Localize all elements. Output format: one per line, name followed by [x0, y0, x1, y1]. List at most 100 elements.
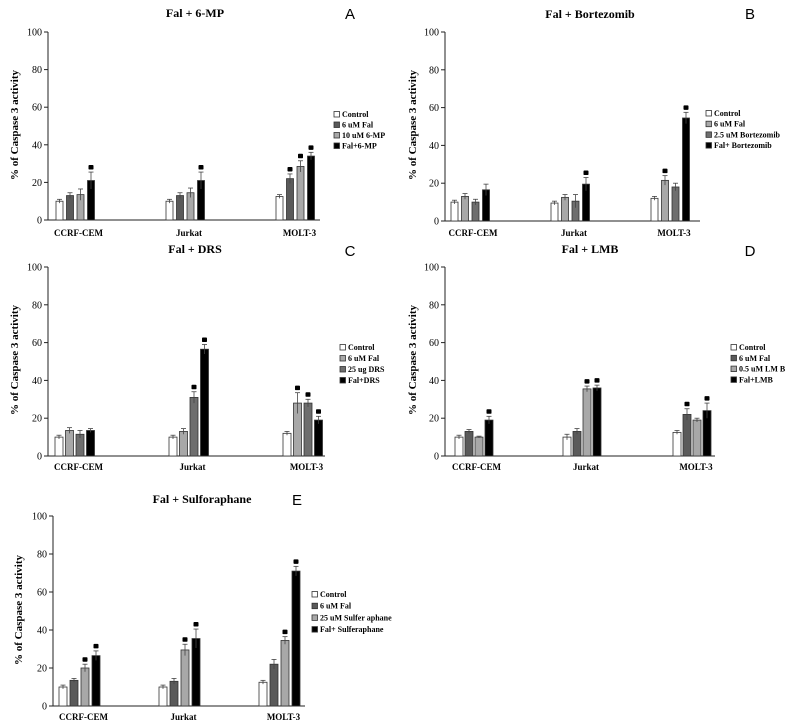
legend-entry: 6 uM Fal: [348, 354, 380, 363]
bar-jurkat-s0: [165, 200, 174, 221]
category-label: Jurkat: [176, 228, 202, 238]
bar-molt-3-s1: [661, 179, 669, 222]
significance-marker: [295, 385, 300, 391]
significance-marker: [198, 165, 204, 170]
legend-entry: Fal+6-MP: [342, 142, 377, 151]
legend-swatch: [339, 377, 346, 384]
y-tick-label: 80: [37, 550, 47, 561]
y-tick-label: 40: [429, 376, 439, 387]
bar-ccrf-cem-s0: [450, 201, 459, 222]
legend-entry: Control: [714, 109, 741, 118]
legend-swatch: [705, 110, 712, 117]
legend-swatch: [705, 142, 712, 149]
legend-swatch: [339, 366, 346, 373]
bar-jurkat-s3: [191, 638, 201, 707]
significance-marker: [583, 170, 589, 176]
bar-ccrf-cem-s1: [69, 679, 79, 707]
legend-entry: 2.5 uM Bortezomib: [714, 130, 781, 139]
y-tick-label: 40: [32, 140, 42, 151]
bar-molt-3-s0: [282, 432, 292, 457]
significance-marker: [82, 657, 88, 662]
y-tick-label: 80: [429, 65, 439, 76]
panel-letter: A: [345, 6, 355, 23]
bar-molt-3-s0: [650, 197, 659, 222]
bar-jurkat-s1: [176, 195, 184, 221]
chart-title: Fal + 6-MP: [166, 6, 224, 20]
significance-marker: [93, 643, 99, 649]
bar-ccrf-cem-s1: [464, 431, 474, 457]
y-tick-label: 40: [429, 141, 439, 152]
bar-jurkat-s2: [180, 649, 190, 707]
bar-jurkat-s3: [200, 348, 209, 457]
significance-marker: [594, 378, 600, 383]
y-tick-label: 20: [429, 414, 439, 425]
bar-jurkat-s0: [550, 202, 559, 222]
significance-marker: [704, 396, 710, 401]
category-label: Jurkat: [179, 462, 205, 472]
y-tick-label: 100: [27, 263, 42, 274]
y-tick-label: 60: [32, 338, 42, 349]
y-tick-label: 0: [434, 217, 439, 228]
bar-ccrf-cem-s0: [58, 686, 68, 707]
y-tick-label: 80: [429, 300, 439, 311]
significance-marker: [191, 384, 197, 390]
category-label: CCRF-CEM: [54, 228, 103, 238]
bar-ccrf-cem-s0: [55, 200, 64, 221]
category-label: Jurkat: [561, 228, 587, 238]
legend-swatch: [311, 591, 318, 598]
category-label: Jurkat: [170, 712, 196, 722]
y-tick-label: 0: [434, 452, 439, 463]
bar-ccrf-cem-s0: [454, 436, 464, 457]
y-tick-label: 0: [37, 216, 42, 227]
category-label: Jurkat: [573, 462, 599, 472]
chart-panel-d: Fal + LMB D 0 20 40 60 80 100 % of Caspase 3 act…: [407, 242, 786, 472]
y-tick-label: 20: [37, 664, 47, 675]
significance-marker: [316, 409, 321, 414]
legend-entry: 10 uM 6-MP: [342, 131, 385, 140]
legend-swatch: [730, 354, 737, 362]
significance-marker: [298, 153, 303, 159]
legend-swatch: [311, 614, 318, 621]
bar-molt-3-s3: [291, 570, 301, 707]
significance-marker: [193, 622, 199, 627]
legend-swatch: [311, 626, 318, 633]
significance-marker: [683, 105, 689, 110]
significance-marker: [88, 165, 94, 170]
bar-jurkat-s0: [168, 436, 178, 457]
chart-title: Fal + LMB: [562, 242, 619, 256]
bar-ccrf-cem-s1: [66, 195, 74, 221]
category-label: CCRF-CEM: [59, 712, 108, 722]
significance-marker: [182, 637, 188, 642]
category-label: MOLT-3: [679, 462, 713, 472]
legend-entry: Control: [348, 343, 375, 352]
bar-molt-3-s0: [275, 196, 284, 221]
legend-entry: 25 uM Sulfer aphane: [320, 613, 392, 622]
legend-entry: 6 uM Fal: [342, 121, 374, 130]
bar-molt-3-s3: [314, 419, 323, 457]
bar-ccrf-cem-s1: [65, 430, 74, 457]
legend-entry: Fal+ Bortezomib: [714, 141, 772, 150]
chart-panel-e: Fal + Sulforaphane E 0 20 40 60 80 100 % of Casp…: [13, 492, 392, 722]
y-tick-label: 20: [32, 178, 42, 189]
panel-letter: B: [745, 6, 755, 23]
y-tick-label: 60: [37, 588, 47, 599]
y-tick-label: 60: [429, 338, 439, 349]
y-tick-label: 100: [32, 512, 47, 523]
y-tick-label: 100: [27, 28, 42, 39]
significance-marker: [308, 145, 314, 150]
bar-molt-3-s0: [672, 431, 682, 457]
legend-swatch: [333, 111, 340, 118]
category-label: CCRF-CEM: [54, 462, 103, 472]
legend-entry: Fal+LMB: [739, 375, 774, 384]
chart-panel-c: Fal + DRS C 0 20 40 60 80 100 % of Caspase 3 act…: [9, 242, 385, 472]
significance-marker: [293, 559, 299, 564]
legend-swatch: [333, 121, 340, 128]
category-label: MOLT-3: [657, 228, 691, 238]
category-label: MOLT-3: [290, 462, 324, 472]
legend-entry: 6 uM Fal: [320, 602, 352, 611]
legend-swatch: [705, 131, 712, 138]
bar-ccrf-cem-s0: [54, 436, 64, 457]
y-tick-label: 60: [32, 103, 42, 114]
y-axis-label: % of Caspase 3 activity: [9, 70, 21, 180]
legend-entry: 25 ug DRS: [348, 365, 385, 374]
